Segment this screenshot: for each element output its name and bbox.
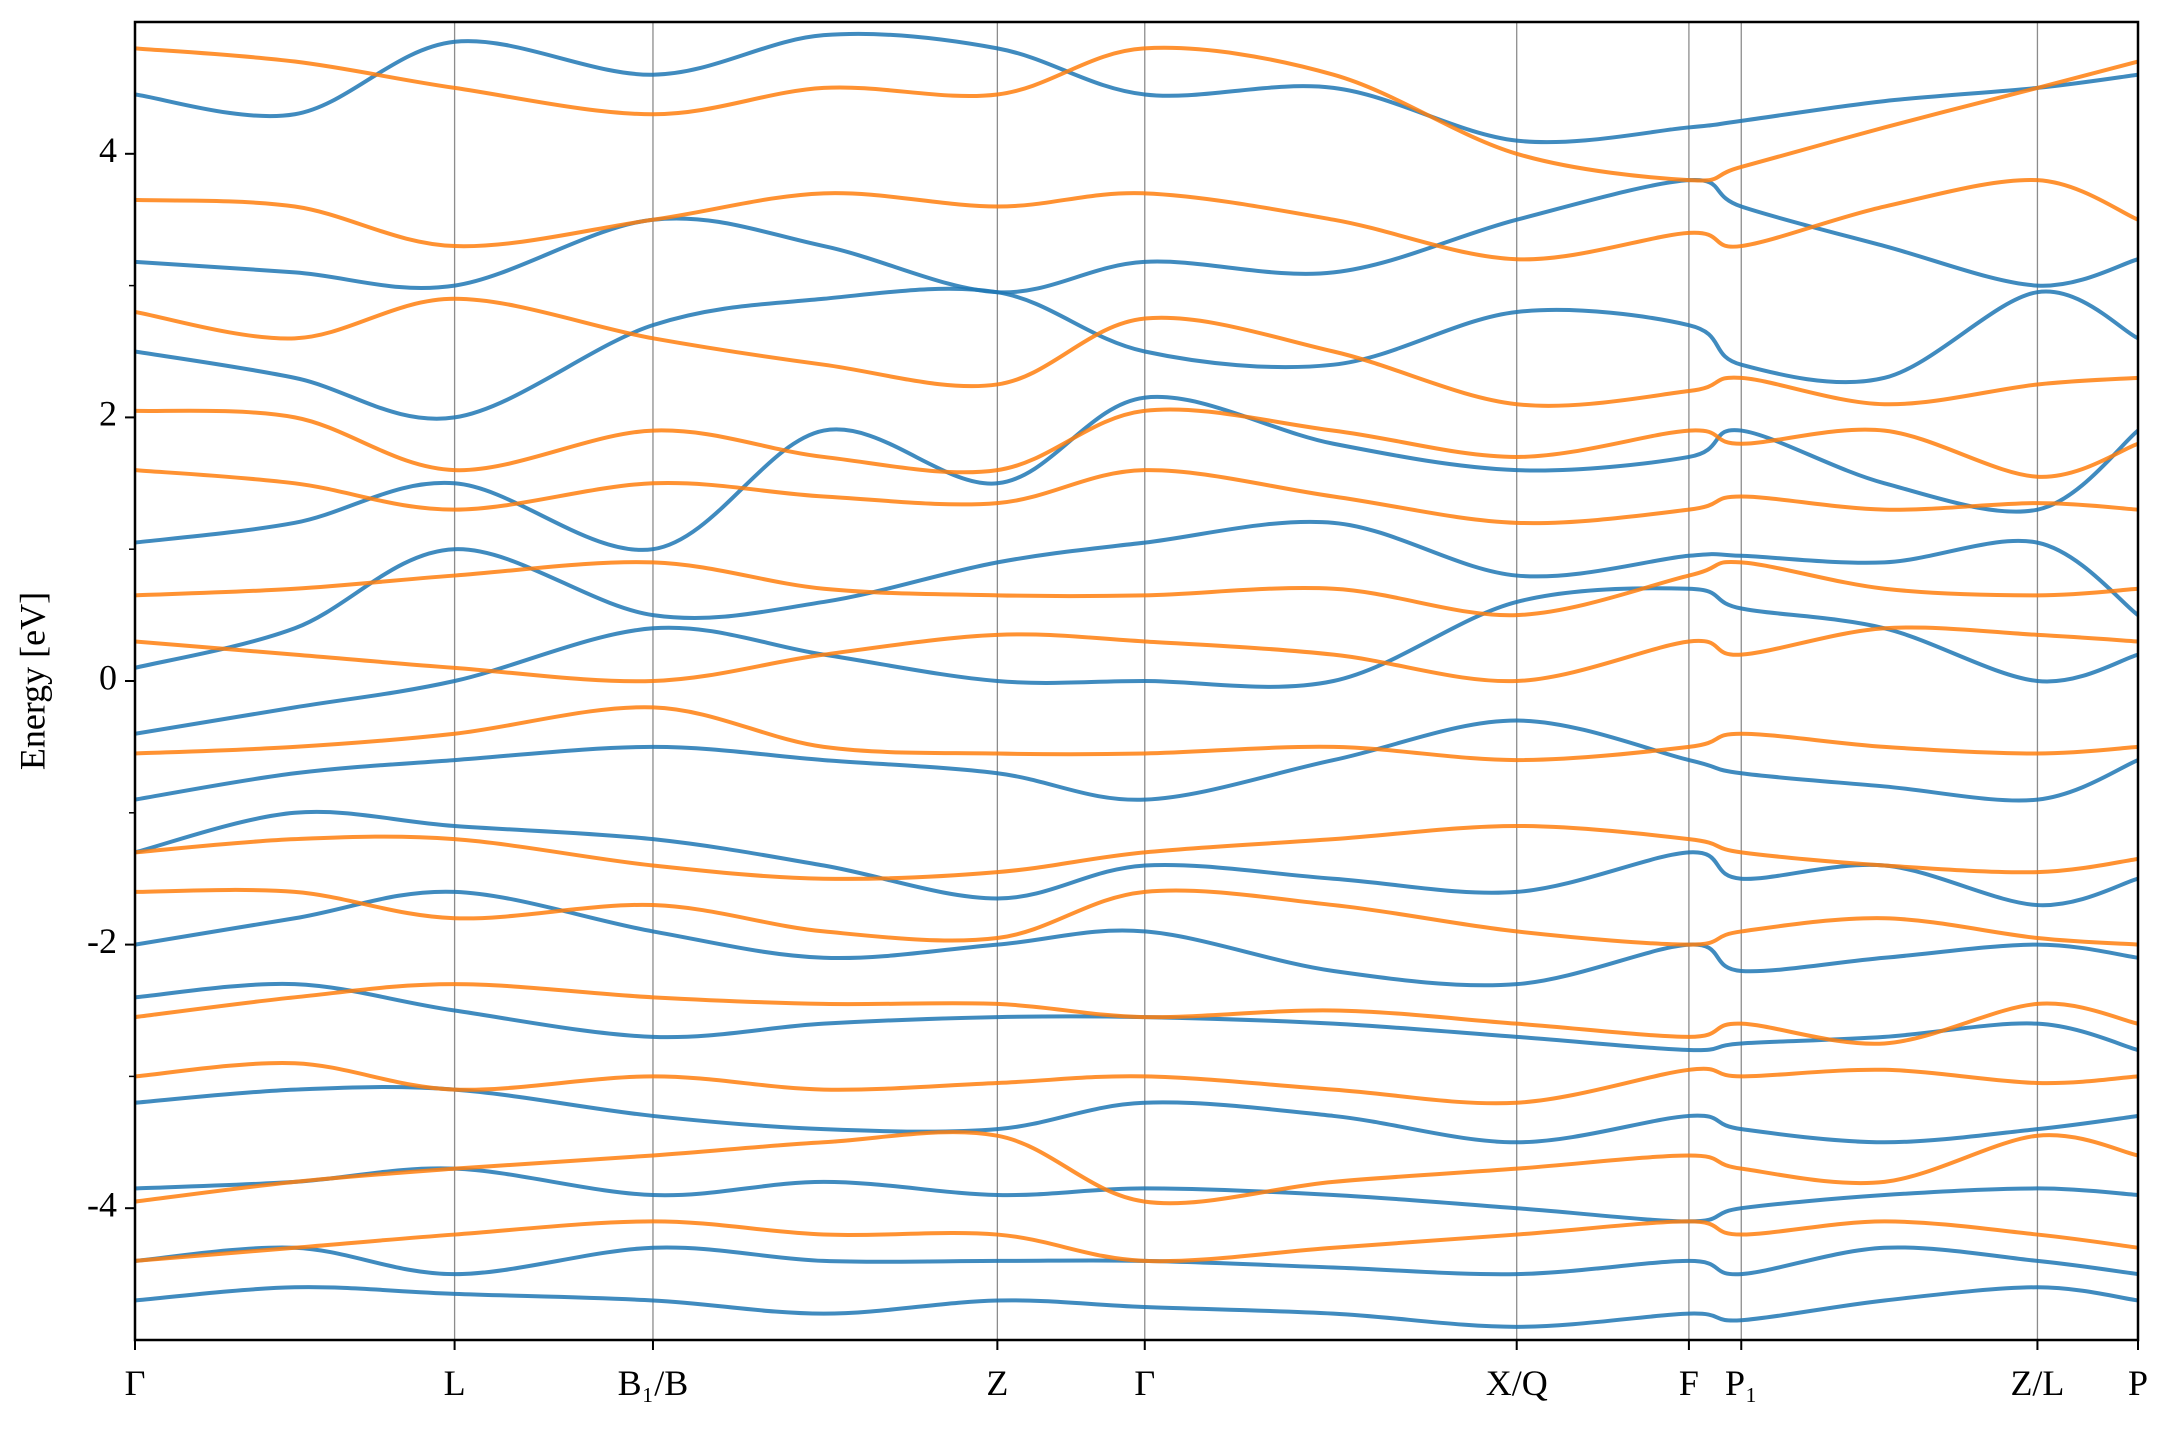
band-line	[135, 468, 2138, 526]
x-tick-label: L	[444, 1363, 466, 1403]
band-line	[135, 889, 2138, 988]
band-line	[135, 1130, 2138, 1206]
band-line	[135, 823, 2138, 881]
band-line	[135, 559, 2138, 618]
band-line	[135, 407, 2138, 479]
band-line	[135, 887, 2138, 947]
x-tick-label: F	[1679, 1363, 1699, 1403]
band-line	[135, 1085, 2138, 1145]
y-tick-label: 4	[99, 130, 117, 170]
band-line	[135, 394, 2138, 552]
bands	[135, 31, 2138, 1329]
y-tick-label: 2	[99, 394, 117, 434]
x-tick-label: P	[2128, 1363, 2148, 1403]
x-tick-label: Z/L	[2010, 1363, 2064, 1403]
x-tick-label: B₁/B	[618, 1363, 689, 1403]
x-tick-label: Γ	[125, 1363, 146, 1403]
band-line	[135, 296, 2138, 408]
band-line	[135, 1060, 2138, 1106]
band-line	[135, 625, 2138, 684]
band-line	[135, 586, 2138, 736]
x-tick-label: X/Q	[1486, 1363, 1548, 1403]
band-line	[135, 31, 2138, 145]
band-line	[135, 1166, 2138, 1224]
y-tick-label: 0	[99, 657, 117, 697]
band-line	[135, 178, 2138, 295]
band-line	[135, 705, 2138, 763]
band-line	[135, 718, 2138, 803]
band-line	[135, 286, 2138, 421]
plot-frame	[133, 20, 2140, 1342]
band-line	[135, 982, 2138, 1046]
band-line	[135, 519, 2138, 670]
band-line	[135, 1285, 2138, 1329]
y-axis-label: Energy [eV]	[12, 592, 52, 770]
x-tick-label: Γ	[1134, 1363, 1155, 1403]
x-tick-label: P₁	[1725, 1363, 1758, 1403]
band-line	[135, 809, 2138, 908]
band-line	[135, 45, 2138, 183]
y-tick-label: -2	[87, 921, 117, 961]
band-line	[135, 177, 2138, 262]
y-tick-label: -4	[87, 1184, 117, 1224]
band-line	[135, 1219, 2138, 1264]
x-tick-label: Z	[986, 1363, 1008, 1403]
